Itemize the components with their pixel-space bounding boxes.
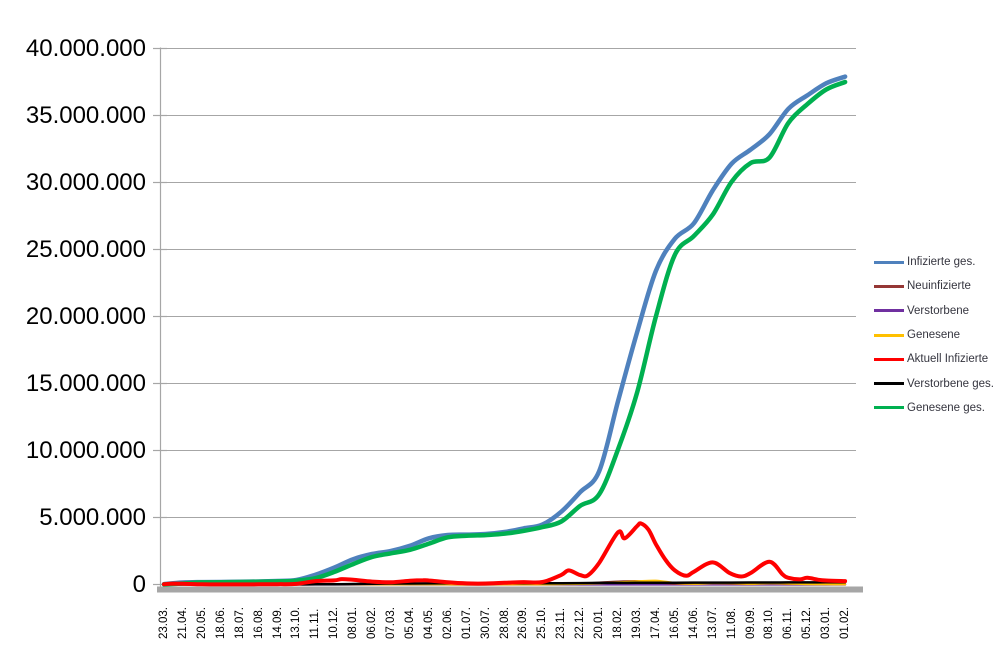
legend-item-neuinfizierte[interactable]: Neuinfizierte (874, 274, 1006, 298)
y-tick-label: 30.000.000 (25, 168, 146, 196)
x-tick-label: 02.06. (441, 607, 454, 639)
legend-label: Genesene (907, 329, 961, 342)
x-tick-label: 16.05. (668, 607, 681, 639)
x-tick-label: 20.05. (195, 607, 208, 639)
legend-item-aktuell-infizierte[interactable]: Aktuell Infizierte (874, 347, 1006, 371)
x-tick-label: 19.03. (631, 607, 643, 639)
legend-item-verstorbene[interactable]: Verstorbene (874, 299, 1006, 323)
x-tick-label: 08.01. (347, 607, 360, 639)
x-tick-label: 21.04. (176, 607, 189, 639)
x-tick-label: 18.07. (233, 607, 246, 639)
legend: Infizierte ges. Neuinfizierte Verstorbene G… (874, 250, 1006, 420)
legend-label: Aktuell Infizierte (907, 353, 989, 366)
y-tick-label: 20.000.000 (25, 302, 146, 330)
legend-label: Verstorbene (907, 304, 970, 317)
legend-swatch-icon (874, 260, 904, 264)
legend-label: Neuinfizierte (907, 280, 971, 293)
x-tick-label: 08.10. (763, 607, 776, 639)
series-line-infizierte-ges (161, 74, 848, 587)
x-tick-label: 07.03. (385, 607, 398, 639)
x-tick-label: 14.06. (687, 607, 700, 639)
x-tick-label: 01.07. (460, 607, 473, 639)
y-tick-label: 0 (132, 570, 146, 598)
legend-item-genesene[interactable]: Genesene (874, 323, 1006, 347)
x-tick-label: 11.11. (309, 608, 322, 639)
y-tick-label: 10.000.000 (25, 436, 146, 464)
x-tick-label: 28.08. (498, 607, 511, 639)
legend-swatch-icon (874, 406, 904, 410)
legend-swatch-icon (874, 382, 904, 386)
x-tick-label: 10.12. (328, 607, 341, 639)
y-tick-label: 15.000.000 (25, 369, 146, 397)
x-tick-label: 22.12. (574, 607, 587, 639)
y-tick-label: 40.000.000 (25, 34, 146, 62)
x-tick-label: 06.11. (782, 607, 795, 639)
x-tick-label: 18.06. (214, 607, 227, 639)
x-tick-label: 06.02. (366, 607, 379, 639)
y-tick-label: 5.000.000 (39, 503, 146, 531)
x-tick-label: 01.02. (839, 607, 852, 639)
x-tick-label: 30.07. (479, 607, 492, 639)
legend-item-infizierte-ges[interactable]: Infizierte ges. (874, 250, 1006, 274)
x-tick-label: 03.01. (820, 607, 833, 639)
x-tick-label: 13.07. (706, 607, 719, 639)
x-tick-label: 26.09. (517, 607, 530, 639)
x-tick-label: 14.09. (271, 607, 284, 639)
legend-label: Verstorbene ges. (907, 377, 994, 390)
x-tick-label: 23.03. (158, 607, 170, 639)
x-tick-label: 11.08. (725, 607, 738, 639)
series-line-aktuell-infizierte (162, 521, 848, 587)
legend-item-verstorbene-ges[interactable]: Verstorbene ges. (874, 371, 1006, 395)
x-tick-label: 20.01. (593, 607, 606, 639)
legend-swatch-icon (874, 357, 904, 361)
legend-swatch-icon (874, 333, 904, 337)
x-tick-label: 16.08. (252, 607, 265, 639)
x-tick-label: 04.05. (422, 607, 435, 639)
x-tick-label: 23.11. (555, 607, 568, 639)
legend-label: Genesene ges. (907, 401, 986, 414)
x-tick-label: 17.04. (649, 607, 662, 639)
y-tick-label: 25.000.000 (25, 235, 146, 263)
x-tick-label: 25.10. (536, 607, 549, 639)
x-tick-label: 05.12. (801, 607, 814, 639)
x-axis-line (157, 586, 863, 593)
legend-swatch-icon (874, 309, 904, 313)
y-tick-label: 35.000.000 (25, 101, 146, 129)
legend-swatch-icon (874, 284, 904, 288)
x-tick-label: 18.02. (612, 607, 625, 639)
x-tick-label: 05.04. (403, 607, 416, 639)
x-tick-label: 13.10. (290, 607, 303, 639)
x-tick-label: 09.09. (744, 607, 757, 639)
legend-label: Infizierte ges. (907, 256, 976, 269)
series-line-genesene-ges (161, 79, 848, 587)
legend-item-genesene-ges[interactable]: Genesene ges. (874, 396, 1006, 420)
